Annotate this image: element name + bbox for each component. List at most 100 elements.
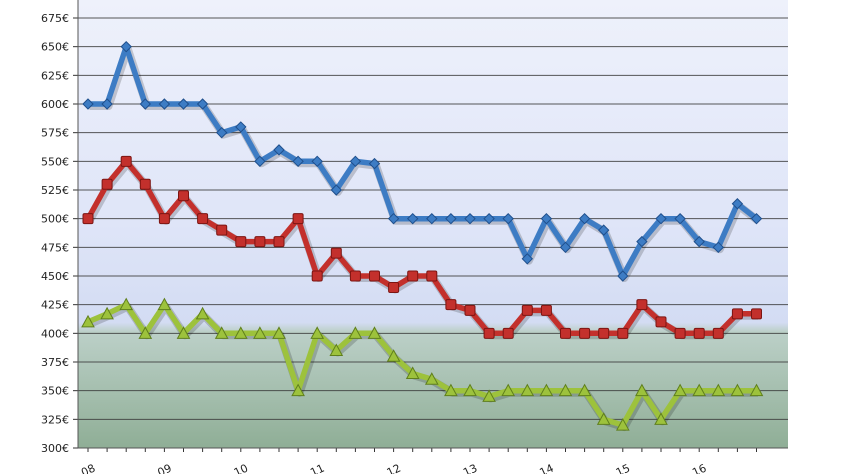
data-point-diamond [521,253,534,265]
data-point-triangle [596,412,611,425]
y-tick-label: 400€ [41,327,69,340]
series-1 [82,40,763,282]
data-point-square [120,155,132,167]
data-point-square [502,327,514,339]
data-point-square [617,327,629,339]
data-point-triangle [119,297,134,311]
data-point-triangle [558,383,573,397]
data-point-triangle [367,326,382,339]
data-point-diamond [712,241,725,254]
data-point-triangle [157,297,172,311]
x-tick-label: 12 [385,462,403,474]
data-point-square [349,270,361,282]
series-2 [82,155,762,340]
data-point-triangle [520,383,535,397]
data-point-square [426,270,438,282]
data-point-diamond [406,212,419,225]
data-point-diamond [101,98,113,110]
y-tick-label: 350€ [41,385,69,398]
x-tick-label: 11 [308,462,326,474]
data-point-square [598,327,610,339]
y-tick-label: 325€ [41,413,69,426]
data-point-triangle [81,314,95,328]
data-point-diamond [483,212,495,225]
data-point-triangle [482,389,496,402]
y-tick-label: 375€ [41,356,69,369]
data-point-triangle [195,306,210,320]
x-axis-ticks: 08 09 10 11 12 13 14 15 16 [79,448,757,474]
y-tick-label: 550€ [41,155,69,168]
data-point-diamond [674,212,686,225]
y-tick-label: 450€ [41,270,69,283]
y-tick-label: 650€ [41,41,69,54]
y-tick-label: 600€ [41,98,69,111]
series-group [81,40,764,432]
y-tick-label: 500€ [41,213,69,226]
data-point-square [101,178,113,190]
data-point-triangle [233,326,248,339]
data-point-square [674,327,686,339]
x-tick-label: 13 [461,462,479,474]
y-tick-label: 300€ [41,442,69,455]
data-point-diamond [750,212,763,225]
data-point-square [464,304,476,316]
data-point-triangle [386,349,401,362]
data-point-square [751,308,762,320]
data-point-triangle [711,383,726,397]
data-point-square [158,213,170,225]
data-point-diamond [311,155,323,168]
x-tick-label: 09 [156,462,174,474]
data-point-square [254,236,266,248]
data-point-square [445,299,457,311]
data-point-square [139,178,151,190]
data-point-diamond [464,212,476,225]
data-point-triangle [138,326,153,339]
data-point-triangle [615,418,630,431]
data-point-square [655,316,667,328]
data-point-square [311,270,323,282]
data-point-diamond [655,212,667,225]
data-point-square [540,304,552,316]
data-point-square [197,213,209,225]
data-point-triangle [424,372,439,385]
y-tick-label: 625€ [41,69,69,82]
plot-area [78,0,788,448]
data-point-square [731,308,743,320]
data-point-square [273,236,285,248]
data-point-diamond [177,98,190,110]
data-point-square [178,190,189,202]
x-tick-label: 14 [538,462,556,474]
data-point-triangle [730,383,745,397]
x-tick-label: 15 [614,462,632,474]
data-point-triangle [253,326,267,339]
x-tick-label: 08 [79,462,97,474]
data-point-triangle [463,383,477,397]
data-point-diamond [426,212,438,225]
data-point-square [82,213,94,225]
data-point-diamond [273,144,285,156]
y-axis-ticks: 675€ 650€ 625€ 600€ 575€ 550€ 525€ 500€ 475€ 450€… [41,12,78,455]
data-point-triangle [654,412,668,425]
data-point-square [693,327,705,339]
y-tick-label: 525€ [41,184,69,197]
data-point-square [235,236,247,248]
data-point-diamond [196,98,209,110]
data-point-diamond [235,121,247,133]
data-point-triangle [214,326,229,339]
y-tick-label: 425€ [41,299,69,312]
data-point-diamond [349,155,362,168]
data-point-square [636,299,648,311]
data-point-diamond [120,40,132,53]
data-point-diamond [387,212,400,225]
data-point-square [292,213,304,225]
data-point-diamond [254,155,266,168]
data-point-diamond [445,212,457,225]
data-point-diamond [292,155,304,168]
data-point-triangle [405,366,420,379]
data-point-square [712,327,724,339]
data-point-square [483,327,495,339]
data-point-diamond [559,241,572,254]
data-point-diamond [617,270,629,282]
data-point-triangle [272,326,286,339]
